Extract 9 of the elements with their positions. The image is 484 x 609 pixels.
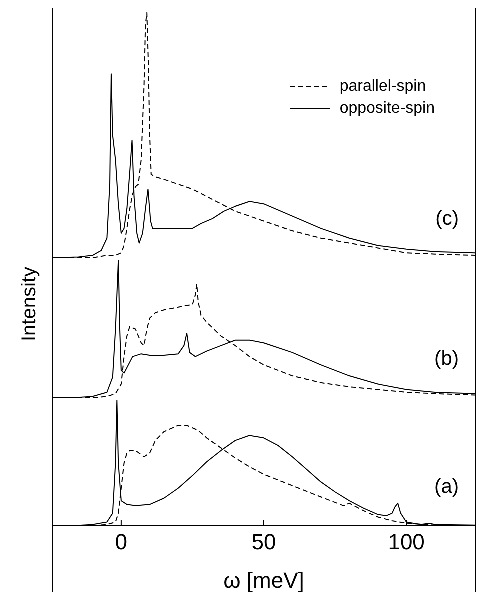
annotation: (c) bbox=[436, 208, 459, 231]
y-axis-title: Intensity bbox=[18, 267, 42, 342]
annotation: (b) bbox=[434, 348, 459, 371]
legend-label: parallel-spin bbox=[340, 78, 426, 96]
annotation: (a) bbox=[434, 476, 459, 499]
x-tick-label: 0 bbox=[115, 530, 128, 555]
x-tick-label: 50 bbox=[252, 530, 276, 555]
x-tick-label: 100 bbox=[388, 530, 425, 555]
legend-label: opposite-spin bbox=[340, 100, 435, 118]
